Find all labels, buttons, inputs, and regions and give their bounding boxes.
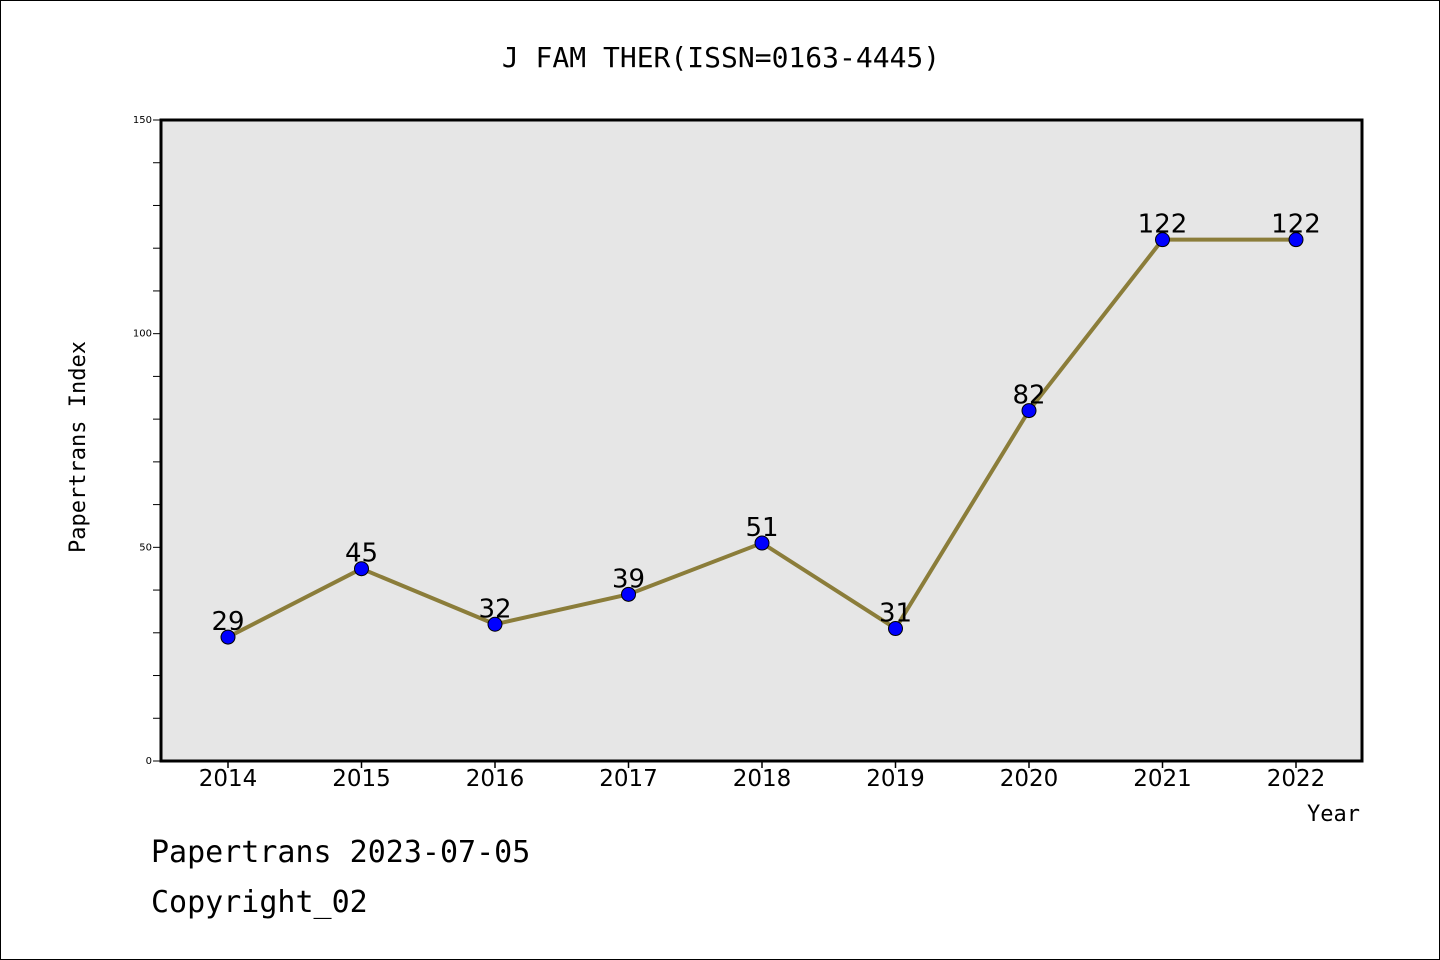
y-axis-ticks: 0 50 100 150 xyxy=(133,115,161,767)
x-tick-label: 2019 xyxy=(866,766,925,792)
data-point-label: 51 xyxy=(745,513,778,543)
data-point-marker xyxy=(754,535,770,551)
y-tick-label: 50 xyxy=(139,542,152,553)
chart-title: J FAM THER(ISSN=0163-4445) xyxy=(502,41,940,74)
x-tick-label: 2017 xyxy=(599,766,658,792)
data-point-label: 122 xyxy=(1271,210,1321,240)
data-point-label: 39 xyxy=(612,564,645,594)
x-tick-label: 2015 xyxy=(332,766,391,792)
y-axis-title: Papertrans Index xyxy=(66,341,91,553)
data-point-label: 29 xyxy=(211,607,244,637)
x-tick-label: 2014 xyxy=(199,766,258,792)
x-tick-label: 2020 xyxy=(1000,766,1059,792)
footer-date-text: Papertrans 2023-07-05 xyxy=(151,835,531,870)
x-tick-label: 2016 xyxy=(466,766,525,792)
plot-area xyxy=(159,118,1364,763)
data-point-marker xyxy=(220,629,236,645)
x-tick-label: 2021 xyxy=(1133,766,1192,792)
x-axis-ticks: 2014 2015 2016 2017 2018 2019 2020 2021 2022 xyxy=(199,761,1326,792)
x-axis-title: Year xyxy=(1307,802,1360,827)
data-point-label: 31 xyxy=(879,599,912,629)
data-point-marker xyxy=(621,586,636,602)
data-point-marker xyxy=(354,561,369,577)
data-point-marker xyxy=(888,621,903,637)
footer-copyright-text: Copyright_02 xyxy=(151,885,368,920)
data-point-label: 45 xyxy=(345,539,378,569)
data-point-marker xyxy=(1155,232,1170,248)
x-tick-label: 2018 xyxy=(733,766,792,792)
data-point-label: 32 xyxy=(478,594,511,624)
y-tick-label: 0 xyxy=(146,756,152,767)
x-tick-label: 2022 xyxy=(1267,766,1326,792)
data-point-marker xyxy=(1021,403,1037,419)
data-point-marker xyxy=(1288,232,1304,248)
y-tick-label: 100 xyxy=(133,329,152,340)
data-point-label: 82 xyxy=(1012,381,1045,411)
marker-layer xyxy=(220,232,1304,645)
data-point-label: 122 xyxy=(1138,210,1188,240)
data-label-layer: 29 45 32 39 51 31 82 122 122 xyxy=(211,210,1320,637)
y-tick-label: 150 xyxy=(133,115,152,126)
data-point-marker xyxy=(487,616,503,632)
